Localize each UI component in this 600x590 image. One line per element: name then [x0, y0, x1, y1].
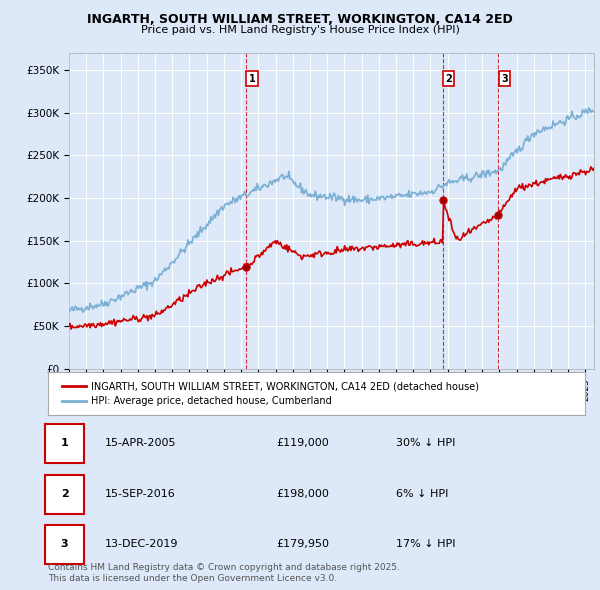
- Text: Price paid vs. HM Land Registry's House Price Index (HPI): Price paid vs. HM Land Registry's House …: [140, 25, 460, 35]
- Text: 15-SEP-2016: 15-SEP-2016: [105, 489, 176, 499]
- Text: 30% ↓ HPI: 30% ↓ HPI: [396, 438, 455, 448]
- Text: 17% ↓ HPI: 17% ↓ HPI: [396, 539, 455, 549]
- Text: 13-DEC-2019: 13-DEC-2019: [105, 539, 179, 549]
- Text: £119,000: £119,000: [276, 438, 329, 448]
- Text: 2: 2: [61, 489, 68, 499]
- Text: INGARTH, SOUTH WILLIAM STREET, WORKINGTON, CA14 2ED: INGARTH, SOUTH WILLIAM STREET, WORKINGTO…: [87, 13, 513, 26]
- Text: 2: 2: [445, 74, 452, 84]
- Text: 3: 3: [61, 539, 68, 549]
- Text: Contains HM Land Registry data © Crown copyright and database right 2025.
This d: Contains HM Land Registry data © Crown c…: [48, 563, 400, 583]
- Text: 3: 3: [501, 74, 508, 84]
- Text: £198,000: £198,000: [276, 489, 329, 499]
- Text: 6% ↓ HPI: 6% ↓ HPI: [396, 489, 448, 499]
- Text: 15-APR-2005: 15-APR-2005: [105, 438, 176, 448]
- Text: £179,950: £179,950: [276, 539, 329, 549]
- Text: 1: 1: [249, 74, 256, 84]
- Legend: INGARTH, SOUTH WILLIAM STREET, WORKINGTON, CA14 2ED (detached house), HPI: Avera: INGARTH, SOUTH WILLIAM STREET, WORKINGTO…: [58, 377, 483, 410]
- Text: 1: 1: [61, 438, 68, 448]
